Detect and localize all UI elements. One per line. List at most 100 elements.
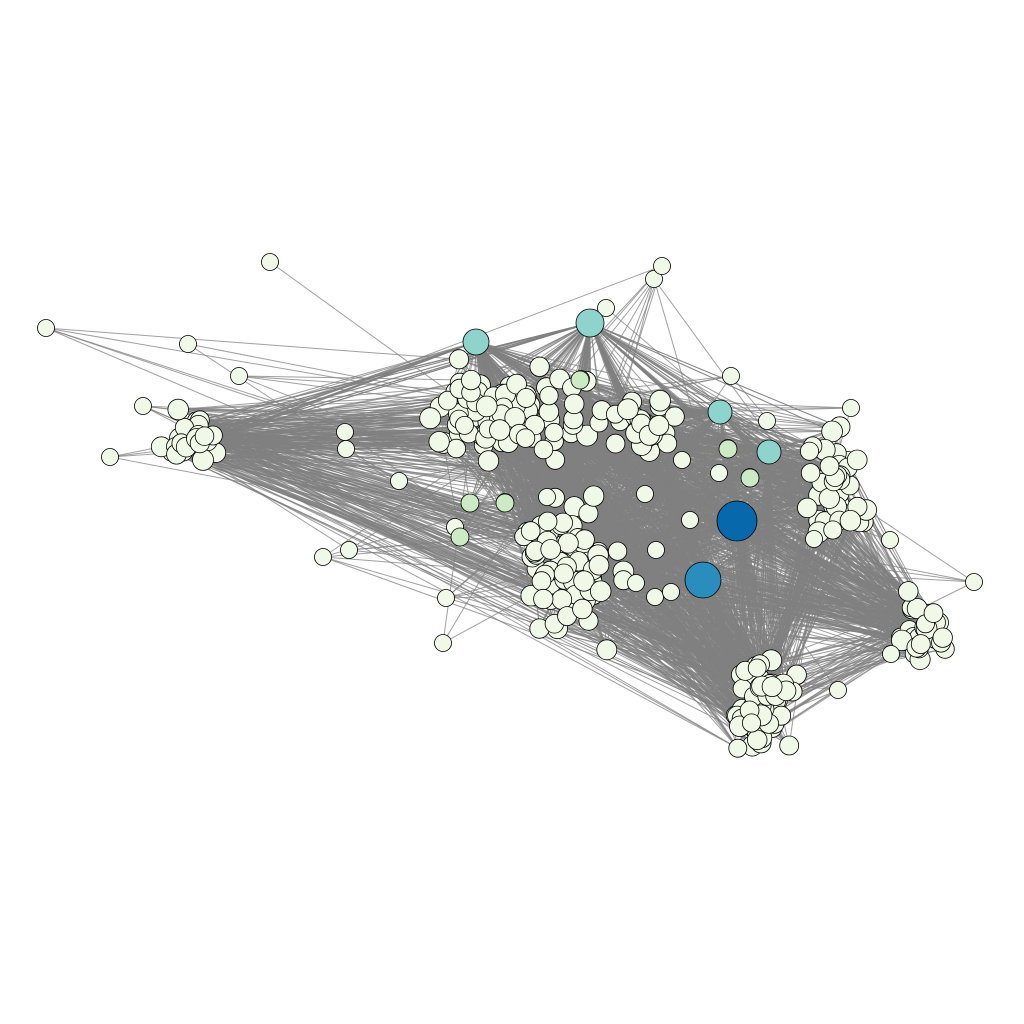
graph-node <box>455 415 474 435</box>
graph-node <box>597 299 615 317</box>
edge <box>766 420 920 649</box>
edge <box>187 343 755 717</box>
graph-node <box>460 493 480 513</box>
graph-node <box>662 583 680 601</box>
graph-node <box>761 676 783 697</box>
edge <box>561 524 975 583</box>
graph-node <box>446 438 467 459</box>
graph-node <box>881 531 899 549</box>
edge <box>445 423 642 599</box>
graph-node <box>839 510 862 532</box>
edge <box>573 265 663 420</box>
graph-node <box>540 539 561 560</box>
graph-node <box>230 367 248 385</box>
graph-node <box>539 386 559 406</box>
edge <box>859 522 909 592</box>
hub-right-1-node <box>707 399 733 425</box>
graph-node <box>797 497 818 519</box>
graph-node <box>740 468 760 488</box>
hub-second-node <box>684 561 722 599</box>
graph-node <box>516 388 536 408</box>
edge <box>582 493 646 543</box>
graph-node <box>718 439 738 459</box>
graph-node <box>437 390 458 411</box>
graph-node <box>437 589 455 607</box>
graph-node <box>434 634 452 652</box>
hub-top-node <box>575 308 605 338</box>
graph-node <box>564 393 585 415</box>
graph-node <box>390 472 408 490</box>
edge <box>445 595 532 599</box>
graph-node <box>340 541 358 559</box>
graph-node <box>965 573 983 591</box>
graph-node <box>588 554 610 576</box>
graph-node <box>932 627 953 648</box>
edge <box>198 341 477 426</box>
graph-node <box>167 398 189 421</box>
graph-node <box>722 367 740 385</box>
graph-node <box>842 399 860 417</box>
graph-node <box>681 511 699 529</box>
graph-node <box>910 634 931 654</box>
graph-node <box>538 511 558 532</box>
edge <box>202 459 573 555</box>
graph-node <box>428 431 450 453</box>
graph-node <box>101 448 119 466</box>
graph-node <box>576 424 598 447</box>
edge <box>196 438 815 540</box>
graph-node <box>583 485 605 507</box>
graph-node <box>336 423 354 441</box>
edge <box>45 327 460 360</box>
edge <box>646 438 839 691</box>
graph-node <box>805 530 823 548</box>
graph-node <box>448 349 469 370</box>
edge <box>768 451 903 641</box>
graph-node <box>495 493 515 513</box>
edge <box>584 451 770 541</box>
graph-node <box>846 449 868 471</box>
edge <box>571 519 691 527</box>
graph-node <box>882 645 900 663</box>
graph-node <box>821 420 843 443</box>
graph-node <box>590 580 612 602</box>
graph-node <box>194 426 215 446</box>
graph-node <box>646 588 664 606</box>
edge <box>142 405 758 669</box>
edge <box>566 615 736 716</box>
edge <box>197 341 477 422</box>
edge <box>655 549 742 676</box>
graph-node <box>570 370 590 390</box>
graph-node <box>261 253 279 271</box>
graph-node <box>460 369 482 391</box>
edge <box>653 278 782 716</box>
graph-node <box>742 713 762 733</box>
graph-node <box>419 407 442 430</box>
graph-node <box>779 735 800 756</box>
graph-node <box>819 456 840 476</box>
edge <box>176 453 748 726</box>
graph-node <box>605 433 626 454</box>
hub-right-2-node <box>756 439 782 465</box>
edge <box>348 506 858 551</box>
graph-node <box>649 389 671 412</box>
graph-node <box>747 729 768 751</box>
graph-node <box>538 488 556 506</box>
graph-node <box>515 428 536 448</box>
edge <box>184 424 457 429</box>
edge <box>761 629 910 723</box>
graph-node <box>134 397 152 415</box>
graph-node <box>544 422 564 443</box>
graph-node <box>829 681 847 699</box>
graph-node <box>607 541 628 561</box>
edge <box>215 452 461 538</box>
graph-node <box>557 532 579 554</box>
graph-node <box>314 548 332 566</box>
graph-node <box>758 412 776 430</box>
graph-node <box>673 451 691 469</box>
graph-node <box>533 439 554 460</box>
edge <box>768 451 772 661</box>
edge <box>199 442 773 728</box>
graph-node <box>529 356 550 377</box>
graph-node <box>506 373 527 395</box>
graph-node <box>664 406 685 427</box>
